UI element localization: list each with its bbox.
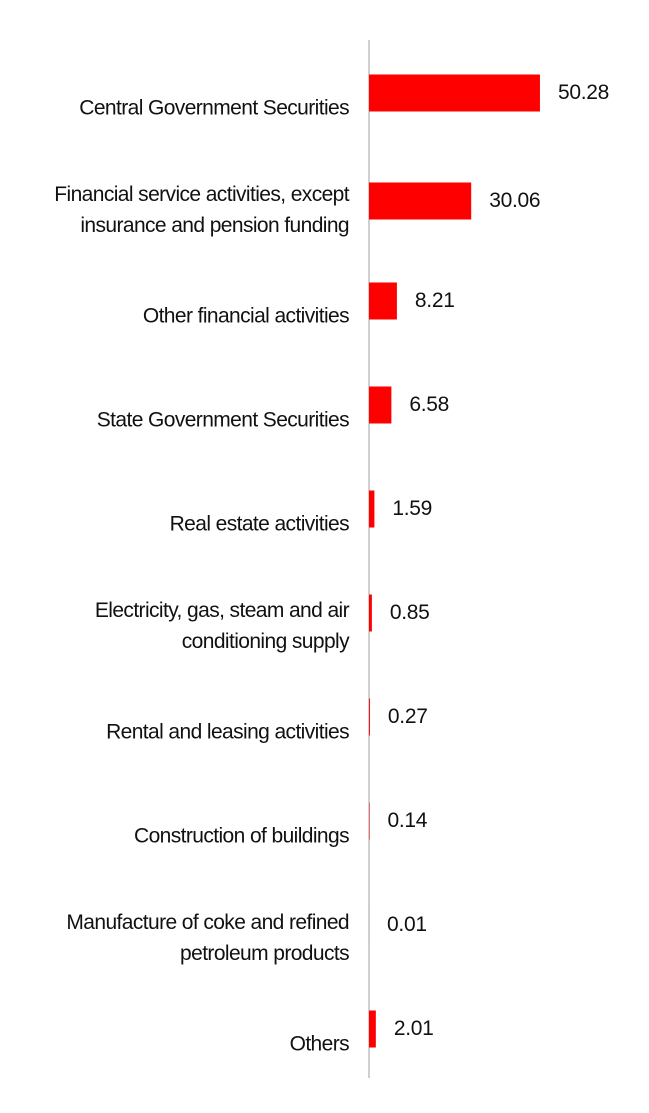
category-label: Others — [289, 1032, 350, 1056]
bar — [369, 386, 392, 424]
value-label: 0.14 — [387, 809, 428, 832]
category-label: Financial service activities, except ins… — [54, 183, 349, 237]
category-label: Construction of buildings — [134, 824, 350, 848]
value-label: 0.85 — [389, 601, 430, 624]
bar — [369, 182, 472, 220]
bar — [369, 698, 370, 736]
category-label: Electricity, gas, steam and air conditio… — [94, 599, 350, 653]
category-label: Other financial activities — [142, 304, 350, 328]
bar — [369, 282, 397, 320]
category-label: State Government Securities — [96, 408, 350, 432]
value-label: 1.59 — [392, 497, 433, 520]
value-label: 0.27 — [387, 705, 428, 728]
bar — [369, 74, 540, 112]
category-label: Central Government Securities — [79, 96, 349, 120]
value-label: 0.01 — [387, 913, 427, 936]
value-label: 2.01 — [393, 1017, 434, 1040]
bar — [369, 594, 372, 632]
value-label: 8.21 — [414, 289, 455, 312]
bar — [369, 1010, 376, 1048]
category-label: Manufacture of coke and refined petroleu… — [66, 911, 349, 965]
value-label: 50.28 — [557, 81, 609, 104]
value-label: 30.06 — [489, 189, 541, 212]
category-label: Real estate activities — [169, 512, 350, 536]
value-label: 6.58 — [409, 393, 450, 416]
bar — [369, 490, 375, 528]
category-label: Rental and leasing activities — [106, 720, 350, 744]
